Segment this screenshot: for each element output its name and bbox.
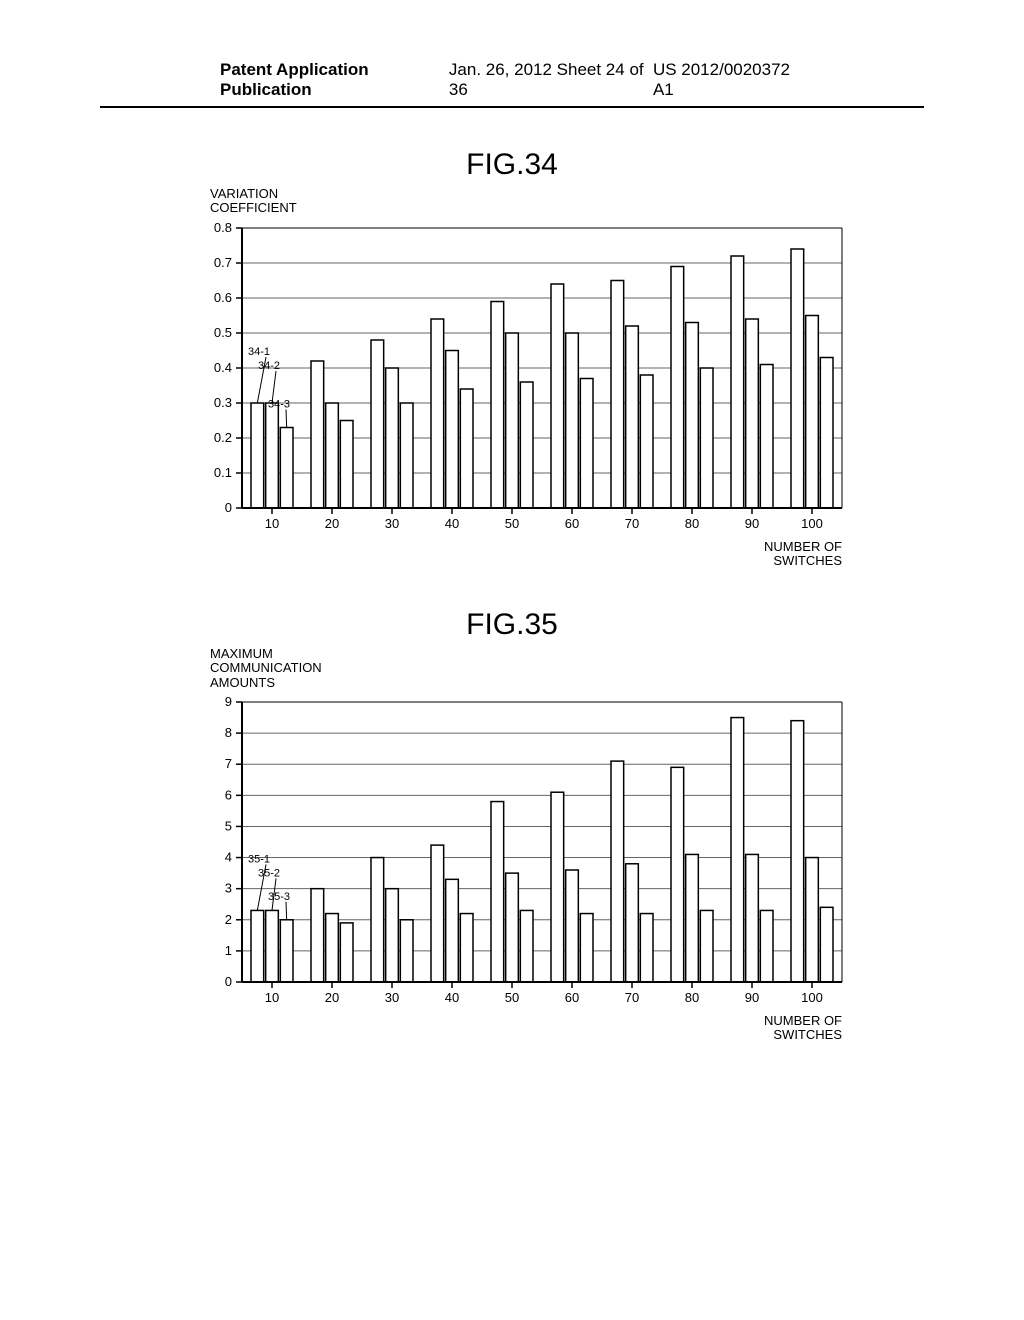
svg-text:40: 40 — [445, 516, 459, 531]
svg-text:60: 60 — [565, 516, 579, 531]
fig35-title: FIG.35 — [0, 608, 1024, 642]
svg-text:30: 30 — [385, 990, 399, 1005]
svg-text:80: 80 — [685, 990, 699, 1005]
fig35-xlabel: NUMBER OF SWITCHES — [162, 1014, 842, 1043]
svg-text:0.5: 0.5 — [214, 325, 232, 340]
svg-text:100: 100 — [801, 990, 823, 1005]
fig34-ylabel: VARIATION COEFFICIENT — [210, 187, 862, 216]
svg-text:0.7: 0.7 — [214, 255, 232, 270]
svg-text:70: 70 — [625, 990, 639, 1005]
fig35-ylabel: MAXIMUM COMMUNICATION AMOUNTS — [210, 647, 862, 690]
svg-text:0.6: 0.6 — [214, 290, 232, 305]
header-left: Patent Application Publication — [220, 60, 449, 100]
svg-text:2: 2 — [225, 912, 232, 927]
svg-text:0.1: 0.1 — [214, 465, 232, 480]
svg-text:7: 7 — [225, 756, 232, 771]
svg-text:5: 5 — [225, 819, 232, 834]
svg-text:0: 0 — [225, 500, 232, 515]
svg-text:70: 70 — [625, 516, 639, 531]
svg-text:20: 20 — [325, 990, 339, 1005]
svg-text:0.8: 0.8 — [214, 220, 232, 235]
svg-text:34-3: 34-3 — [268, 398, 290, 410]
svg-text:9: 9 — [225, 694, 232, 709]
fig34-chart: VARIATION COEFFICIENT 0 0.1 0.2 0.3 0.4 0.5 0.… — [162, 187, 862, 568]
svg-text:90: 90 — [745, 990, 759, 1005]
svg-text:35-3: 35-3 — [268, 891, 290, 903]
svg-text:60: 60 — [565, 990, 579, 1005]
fig35-chart: MAXIMUM COMMUNICATION AMOUNTS 0 1 2 3 4 5 6 7 8 9… — [162, 647, 862, 1042]
svg-text:50: 50 — [505, 990, 519, 1005]
svg-text:80: 80 — [685, 516, 699, 531]
svg-text:8: 8 — [225, 725, 232, 740]
svg-text:3: 3 — [225, 881, 232, 896]
svg-text:20: 20 — [325, 516, 339, 531]
fig35-svg: 0 1 2 3 4 5 6 7 8 9 10 20 30 40 50 60 70 80 90 100 35-1 35-2 3… — [162, 692, 862, 1012]
svg-text:6: 6 — [225, 787, 232, 802]
fig34-title: FIG.34 — [0, 148, 1024, 182]
svg-text:4: 4 — [225, 850, 232, 865]
svg-text:30: 30 — [385, 516, 399, 531]
svg-text:0.3: 0.3 — [214, 395, 232, 410]
svg-text:0.4: 0.4 — [214, 360, 232, 375]
svg-text:40: 40 — [445, 990, 459, 1005]
svg-text:1: 1 — [225, 943, 232, 958]
svg-text:90: 90 — [745, 516, 759, 531]
fig34-xlabel: NUMBER OF SWITCHES — [162, 540, 842, 569]
patent-page: Patent Application Publication Jan. 26, … — [0, 0, 1024, 1320]
svg-text:10: 10 — [265, 990, 279, 1005]
svg-text:100: 100 — [801, 516, 823, 531]
fig34-svg: 0 0.1 0.2 0.3 0.4 0.5 0.6 0.7 0.8 10 20 30 40 50 60 70 8… — [162, 218, 862, 538]
svg-text:35-1: 35-1 — [248, 854, 270, 866]
svg-text:0.2: 0.2 — [214, 430, 232, 445]
svg-text:35-2: 35-2 — [258, 868, 280, 880]
svg-text:34-1: 34-1 — [248, 346, 270, 358]
header-center: Jan. 26, 2012 Sheet 24 of 36 — [449, 60, 653, 100]
header-right: US 2012/0020372 A1 — [653, 60, 804, 100]
svg-text:10: 10 — [265, 516, 279, 531]
page-header: Patent Application Publication Jan. 26, … — [100, 0, 924, 108]
svg-text:50: 50 — [505, 516, 519, 531]
svg-text:34-2: 34-2 — [258, 360, 280, 372]
svg-text:0: 0 — [225, 974, 232, 989]
